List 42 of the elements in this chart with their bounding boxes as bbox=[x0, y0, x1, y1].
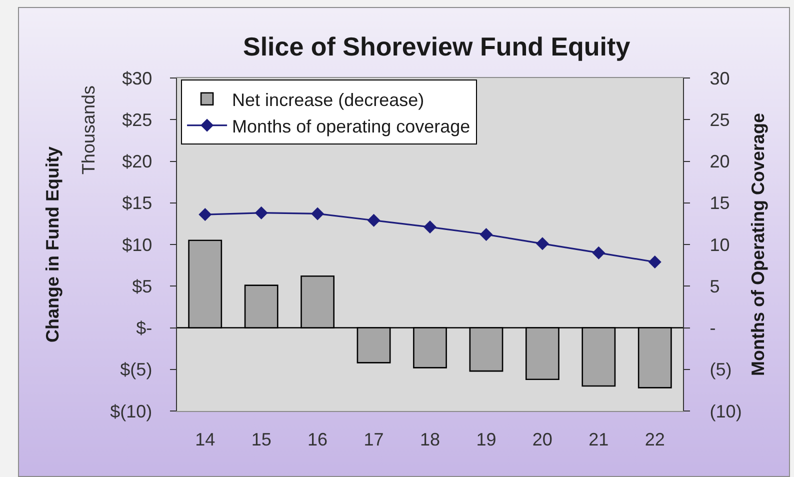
y2-tick-label: 20 bbox=[710, 152, 730, 172]
chart-title: Slice of Shoreview Fund Equity bbox=[242, 31, 631, 62]
point bbox=[592, 246, 606, 260]
legend-label: Net increase (decrease) bbox=[232, 90, 424, 110]
point bbox=[480, 228, 493, 242]
y-axis-title: Change in Fund Equity bbox=[42, 146, 62, 342]
y-tick-label: $- bbox=[136, 318, 152, 338]
point bbox=[311, 207, 324, 220]
y-tick-label: $25 bbox=[122, 110, 152, 130]
y2-tick-label: 10 bbox=[710, 234, 730, 255]
x-tick-label: 14 bbox=[195, 430, 216, 450]
x-tick-label: 22 bbox=[644, 430, 665, 450]
y-tick-label: $10 bbox=[122, 234, 152, 255]
y2-tick-label: 25 bbox=[710, 110, 730, 130]
x-tick-label: 19 bbox=[476, 430, 496, 450]
point bbox=[198, 208, 212, 222]
y-tick-label: $15 bbox=[122, 193, 152, 214]
x-tick-label: 21 bbox=[588, 430, 609, 450]
y2-tick-label: 15 bbox=[710, 193, 730, 214]
x-tick-label: 18 bbox=[420, 430, 440, 450]
x-tick-label: 20 bbox=[532, 430, 552, 450]
y2-tick-label: - bbox=[710, 318, 716, 338]
point bbox=[254, 206, 268, 220]
y-tick-label: $30 bbox=[122, 68, 152, 88]
y2-tick-label: (5) bbox=[710, 360, 732, 380]
legend-label: Months of operating coverage bbox=[232, 116, 470, 136]
y-tick-label: $(5) bbox=[120, 360, 152, 380]
x-tick-label: 17 bbox=[364, 430, 384, 450]
y-tick-label: $5 bbox=[132, 276, 152, 296]
x-tick-label: 15 bbox=[251, 430, 272, 450]
y2-tick-label: 30 bbox=[710, 68, 730, 88]
point bbox=[536, 237, 549, 250]
point bbox=[424, 220, 436, 234]
point bbox=[648, 255, 662, 268]
y2-tick-label: (10) bbox=[710, 401, 742, 422]
point bbox=[367, 214, 380, 227]
y2-tick-label: 5 bbox=[710, 276, 720, 296]
y-tick-label: $20 bbox=[122, 152, 152, 172]
x-tick-label: 16 bbox=[308, 430, 328, 450]
text: Thousands bbox=[78, 85, 98, 175]
y2-axis-title: Months of Operating Coverage bbox=[748, 112, 768, 376]
y-tick-label: $(10) bbox=[110, 401, 152, 422]
